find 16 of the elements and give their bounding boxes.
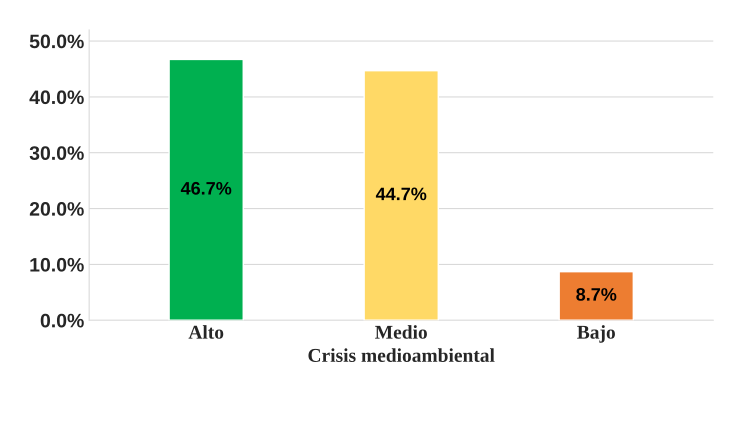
- bar: [363, 70, 439, 320]
- y-tick-label: 50.0%: [30, 34, 84, 48]
- data-label: 44.7%: [376, 188, 426, 200]
- x-axis-title: Crisis medioambiental: [308, 348, 495, 362]
- x-tick-label: Bajo: [577, 325, 615, 343]
- data-label: 8.7%: [576, 288, 616, 301]
- y-tick-label: 30.0%: [30, 146, 84, 160]
- y-tick-label: 20.0%: [30, 202, 84, 216]
- y-tick-label: 0.0%: [40, 314, 84, 328]
- x-tick-label: Alto: [188, 325, 224, 339]
- y-tick-label: 10.0%: [30, 258, 84, 272]
- bar: [558, 270, 634, 320]
- x-tick-label: Medio: [375, 325, 427, 339]
- y-tick-label: 40.0%: [29, 90, 84, 104]
- data-label: 46.7%: [180, 182, 232, 195]
- bar: [168, 58, 244, 320]
